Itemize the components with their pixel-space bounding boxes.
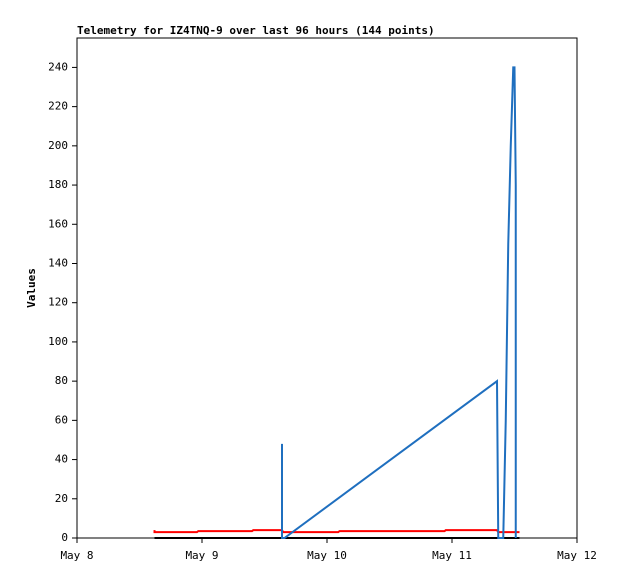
y-tick-label: 240: [48, 60, 68, 73]
y-axis-label: Values: [25, 268, 38, 308]
y-tick-label: 140: [48, 256, 68, 269]
y-tick-label: 220: [48, 100, 68, 113]
y-tick-label: 160: [48, 217, 68, 230]
chart-title: Telemetry for IZ4TNQ-9 over last 96 hour…: [77, 24, 435, 37]
data-line: [153, 529, 520, 534]
y-tick-label: 180: [48, 178, 68, 191]
y-tick-label: 0: [61, 531, 68, 544]
y-tick-label: 40: [55, 453, 68, 466]
x-tick-label: May 12: [557, 549, 597, 562]
y-tick-label: 20: [55, 492, 68, 505]
y-tick-label: 80: [55, 374, 68, 387]
y-tick-label: 120: [48, 296, 68, 309]
y-tick-label: 60: [55, 413, 68, 426]
x-tick-label: May 9: [185, 549, 218, 562]
x-tick-label: May 11: [432, 549, 472, 562]
x-tick-label: May 10: [307, 549, 347, 562]
x-tick-label: May 8: [60, 549, 93, 562]
y-tick-label: 200: [48, 139, 68, 152]
data-line: [281, 66, 517, 539]
plot-frame: [76, 37, 578, 539]
y-tick-label: 100: [48, 335, 68, 348]
